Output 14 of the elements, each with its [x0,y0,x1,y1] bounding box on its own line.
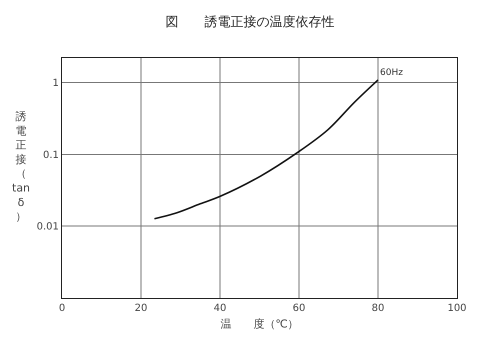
y-tick-label: 0.01 [36,222,59,233]
x-tick-label: 0 [58,303,66,314]
x-tick-label: 80 [372,303,384,314]
x-axis-title: 温 度（℃） [220,317,299,330]
y-tick-label: 1 [52,78,59,90]
line-series [154,79,379,220]
y-axis-title: 誘電正接（tanδ） [12,110,30,224]
x-tick-label: 20 [134,303,148,314]
chart-title: 図 誘電正接の温度依存性 [166,14,334,30]
x-tick-label: 60 [292,303,306,314]
annotation: 60Hz [380,68,404,78]
x-tick-label: 40 [214,303,226,314]
x-tick-label: 100 [447,303,467,314]
y-tick-label: 0.1 [42,150,59,161]
